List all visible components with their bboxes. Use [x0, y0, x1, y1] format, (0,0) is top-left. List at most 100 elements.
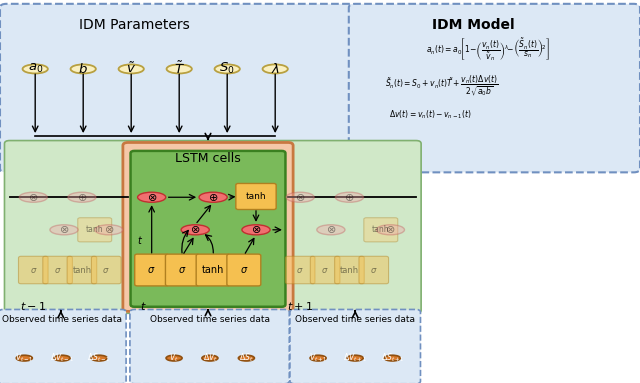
Ellipse shape [138, 192, 166, 202]
Text: $b$: $b$ [78, 62, 88, 76]
Ellipse shape [95, 225, 123, 235]
Text: $\otimes$: $\otimes$ [59, 224, 69, 235]
Text: IDM Model: IDM Model [432, 18, 515, 32]
Text: $\otimes$: $\otimes$ [326, 224, 336, 235]
Text: $\sigma$: $\sigma$ [321, 265, 329, 275]
Ellipse shape [166, 355, 182, 361]
Text: $\oplus$: $\oplus$ [208, 192, 218, 203]
FancyBboxPatch shape [123, 142, 293, 311]
FancyBboxPatch shape [43, 256, 72, 284]
Ellipse shape [118, 64, 144, 74]
Text: Observed time series data: Observed time series data [2, 314, 122, 324]
Ellipse shape [384, 355, 401, 361]
Text: $t$: $t$ [137, 234, 143, 246]
Text: tanh: tanh [246, 192, 266, 201]
FancyBboxPatch shape [196, 254, 230, 286]
Text: $S_0$: $S_0$ [220, 61, 235, 77]
Text: $a_n(t)=a_0\!\left[1\!-\!\left(\dfrac{v_n(t)}{\tilde{v}_n}\right)^{\!\lambda}\!\: $a_n(t)=a_0\!\left[1\!-\!\left(\dfrac{v_… [426, 36, 550, 63]
Text: $\tilde{v}$: $\tilde{v}$ [126, 62, 136, 76]
Ellipse shape [317, 225, 345, 235]
Ellipse shape [376, 225, 404, 235]
Ellipse shape [202, 355, 218, 361]
Ellipse shape [347, 355, 364, 361]
FancyBboxPatch shape [0, 309, 126, 383]
Ellipse shape [50, 225, 78, 235]
Ellipse shape [70, 64, 96, 74]
Text: $\sigma$: $\sigma$ [178, 265, 187, 275]
Ellipse shape [286, 192, 314, 202]
Text: $\sigma$: $\sigma$ [29, 265, 37, 275]
Ellipse shape [214, 64, 240, 74]
Text: $V_t$: $V_t$ [170, 352, 179, 364]
Text: $\oplus$: $\oplus$ [344, 192, 355, 203]
Text: $\otimes$: $\otimes$ [251, 224, 261, 235]
Ellipse shape [335, 192, 364, 202]
Text: $\tilde{S}_n(t)=S_0+v_n(t)\tilde{T}+\dfrac{v_n(t)\Delta v(t)}{2\sqrt{a_0 b}}$: $\tilde{S}_n(t)=S_0+v_n(t)\tilde{T}+\dfr… [385, 74, 499, 98]
FancyBboxPatch shape [67, 256, 97, 284]
FancyBboxPatch shape [349, 4, 640, 172]
Ellipse shape [181, 225, 209, 235]
Text: $V_{t-1}$: $V_{t-1}$ [15, 352, 34, 364]
Text: $\otimes$: $\otimes$ [28, 192, 38, 203]
FancyBboxPatch shape [135, 254, 169, 286]
Ellipse shape [19, 192, 47, 202]
Ellipse shape [68, 192, 96, 202]
Text: $t-1$: $t-1$ [20, 300, 46, 313]
Text: tanh: tanh [72, 265, 92, 275]
Text: $\otimes$: $\otimes$ [295, 192, 305, 203]
Text: $\otimes$: $\otimes$ [385, 224, 396, 235]
FancyBboxPatch shape [130, 309, 289, 383]
FancyBboxPatch shape [310, 256, 340, 284]
Text: $\tilde{T}$: $\tilde{T}$ [173, 61, 185, 77]
FancyBboxPatch shape [290, 309, 420, 383]
Text: tanh: tanh [340, 265, 359, 275]
Text: $\Delta S_{t+1}$: $\Delta S_{t+1}$ [381, 352, 404, 364]
FancyBboxPatch shape [131, 151, 285, 307]
Text: $\otimes$: $\otimes$ [190, 224, 200, 235]
FancyBboxPatch shape [165, 254, 199, 286]
FancyBboxPatch shape [19, 256, 48, 284]
FancyBboxPatch shape [236, 183, 276, 210]
Text: $\Delta S_{t-1}$: $\Delta S_{t-1}$ [88, 352, 111, 364]
Text: $\otimes$: $\otimes$ [147, 192, 157, 203]
Ellipse shape [199, 192, 227, 202]
Text: $\oplus$: $\oplus$ [77, 192, 87, 203]
Text: $\Delta V_{t+1}$: $\Delta V_{t+1}$ [343, 352, 367, 364]
Ellipse shape [242, 225, 270, 235]
Text: $\sigma$: $\sigma$ [54, 265, 61, 275]
FancyBboxPatch shape [285, 256, 315, 284]
Text: $\Delta S_t$: $\Delta S_t$ [239, 352, 253, 364]
Text: tanh: tanh [372, 225, 390, 234]
Text: $t$: $t$ [140, 300, 147, 313]
FancyBboxPatch shape [92, 256, 121, 284]
Ellipse shape [91, 355, 108, 361]
Text: $\sigma$: $\sigma$ [296, 265, 304, 275]
FancyBboxPatch shape [0, 4, 355, 172]
Text: $\Delta V_t$: $\Delta V_t$ [203, 352, 217, 364]
FancyBboxPatch shape [4, 141, 421, 313]
Ellipse shape [238, 355, 255, 361]
FancyBboxPatch shape [364, 218, 398, 242]
Ellipse shape [166, 64, 192, 74]
Text: $\Delta v(t)=v_n(t)-v_{n-1}(t)$: $\Delta v(t)=v_n(t)-v_{n-1}(t)$ [388, 109, 472, 121]
Text: $\sigma$: $\sigma$ [370, 265, 378, 275]
FancyBboxPatch shape [359, 256, 388, 284]
Text: $\Delta V_{t-1}$: $\Delta V_{t-1}$ [50, 352, 74, 364]
Text: $\lambda$: $\lambda$ [271, 62, 280, 76]
Text: tanh: tanh [86, 225, 104, 234]
FancyBboxPatch shape [335, 256, 364, 284]
Text: $\sigma$: $\sigma$ [102, 265, 110, 275]
Text: $\sigma$: $\sigma$ [147, 265, 156, 275]
Text: Observed time series data: Observed time series data [295, 314, 415, 324]
Text: $a_0$: $a_0$ [28, 62, 43, 75]
Text: Observed time series data: Observed time series data [150, 314, 270, 324]
Text: $t+1$: $t+1$ [287, 300, 312, 313]
Text: $\sigma$: $\sigma$ [239, 265, 248, 275]
Text: LSTM cells: LSTM cells [175, 152, 241, 165]
Ellipse shape [54, 355, 70, 361]
Text: $\otimes$: $\otimes$ [104, 224, 114, 235]
FancyBboxPatch shape [78, 218, 111, 242]
Ellipse shape [310, 355, 326, 361]
Text: $V_{t+1}$: $V_{t+1}$ [308, 352, 328, 364]
Text: IDM Parameters: IDM Parameters [79, 18, 190, 32]
